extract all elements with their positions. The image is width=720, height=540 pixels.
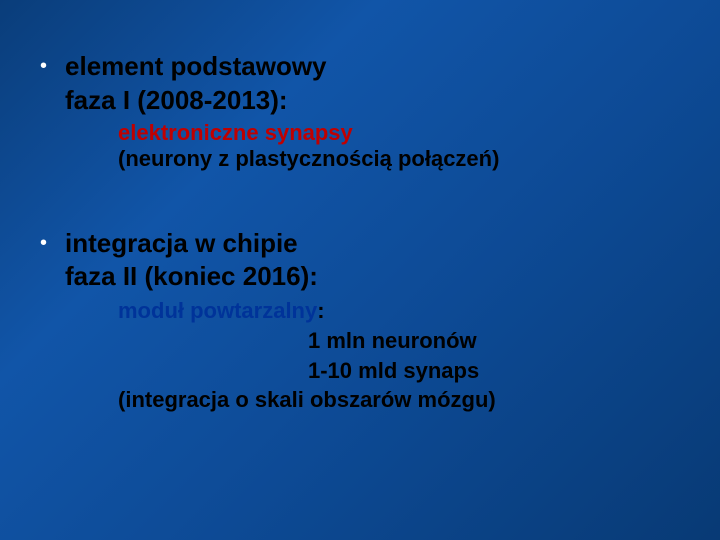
bullet-item-2: • integracja w chipie faza II (koniec 20… xyxy=(40,227,680,415)
bullet-icon: • xyxy=(40,56,47,76)
bullet-item-1: • element podstawowy faza I (2008-2013):… xyxy=(40,50,680,172)
bullet-content: integracja w chipie faza II (koniec 2016… xyxy=(65,227,680,295)
sub-highlight-1: elektroniczne synapsy xyxy=(118,120,353,145)
main-text-1b: faza I (2008-2013): xyxy=(65,84,680,118)
main-text-1a: element podstawowy xyxy=(65,50,680,84)
bullet-content: element podstawowy faza I (2008-2013): xyxy=(65,50,680,118)
main-text-2b: faza II (koniec 2016): xyxy=(65,260,680,294)
slide-container: • element podstawowy faza I (2008-2013):… xyxy=(0,0,720,540)
sub-colon: : xyxy=(317,298,324,323)
bullet-icon: • xyxy=(40,233,47,253)
main-text-2a: integracja w chipie xyxy=(65,227,680,261)
detail-line-1: 1 mln neuronów xyxy=(308,326,680,356)
bullet-row: • element podstawowy faza I (2008-2013): xyxy=(40,50,680,118)
bullet-row: • integracja w chipie faza II (koniec 20… xyxy=(40,227,680,295)
sub-highlight-2: moduł powtarzalny xyxy=(118,298,317,323)
detail-line-2: 1-10 mld synaps xyxy=(308,356,680,386)
sub-detail-1: (neurony z plastycznością połączeń) xyxy=(118,146,499,171)
detail-line-3: (integracja o skali obszarów mózgu) xyxy=(118,385,680,415)
sub-block-2: moduł powtarzalny: 1 mln neuronów 1-10 m… xyxy=(118,296,680,415)
sub-block-1: elektroniczne synapsy (neurony z plastyc… xyxy=(118,120,680,172)
